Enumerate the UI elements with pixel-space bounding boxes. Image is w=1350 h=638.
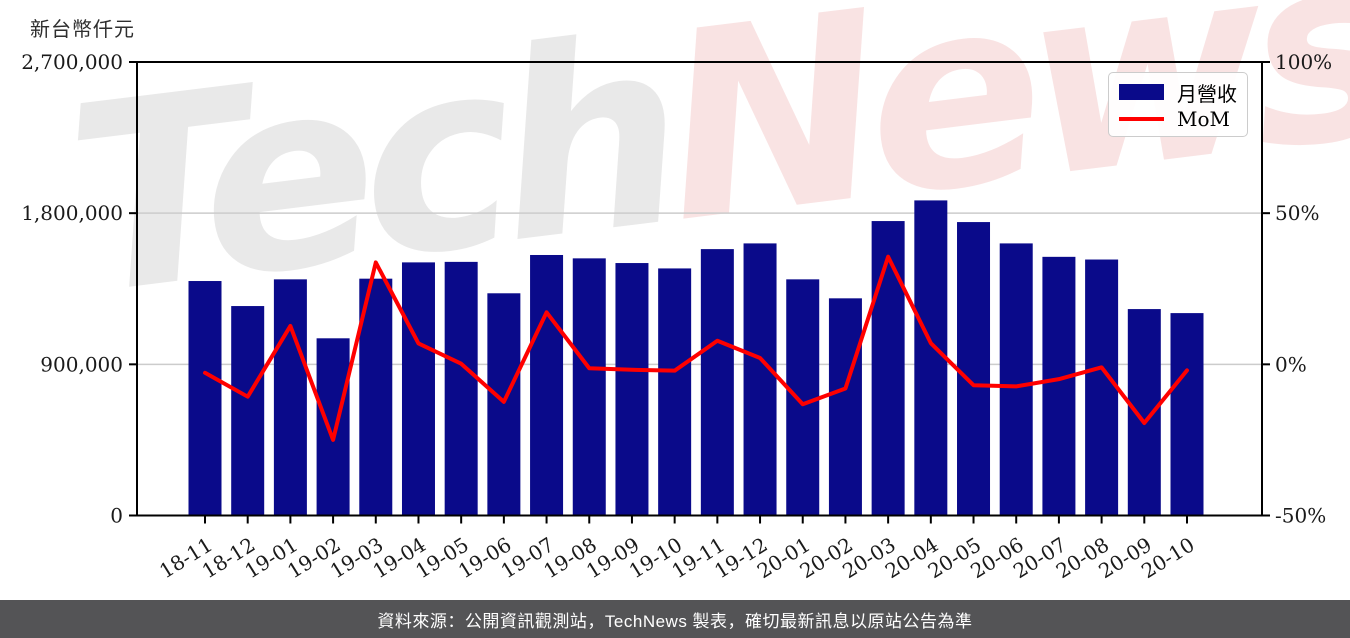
right-tick-label: 100% (1275, 50, 1332, 74)
revenue-bar (487, 293, 521, 516)
left-tick-label: 0 (110, 504, 123, 528)
mom-line (203, 254, 1189, 442)
revenue-bar (658, 268, 692, 516)
revenue-bar (828, 298, 862, 516)
revenue-bar (914, 200, 948, 516)
legend-item-revenue: 月營收 (1119, 78, 1237, 107)
left-axis-unit-label: 新台幣仟元 (30, 17, 135, 41)
revenue-bar (188, 281, 222, 516)
left-tick-label: 900,000 (40, 352, 123, 376)
revenue-bar (957, 222, 991, 516)
left-tick-label: 1,800,000 (21, 201, 123, 225)
left-tick-label: 2,700,000 (21, 50, 123, 74)
revenue-mom-chart: 0900,0001,800,0002,700,000-50%0%50%100%1… (21, 50, 1332, 583)
revenue-bar-swatch (1119, 84, 1164, 101)
revenue-bar (444, 261, 478, 516)
legend-revenue-label: 月營收 (1177, 81, 1237, 106)
revenue-bar (572, 258, 606, 516)
revenue-bar (1085, 259, 1119, 516)
revenue-bar (871, 221, 905, 516)
revenue-bar (401, 262, 435, 516)
chart-legend: 月營收 MoM (1108, 72, 1248, 137)
revenue-bar (359, 278, 393, 516)
revenue-bar (273, 279, 307, 516)
revenue-bar (316, 338, 350, 516)
footer-source-text: 資料來源：公開資訊觀測站，TechNews 製表，確切最新訊息以原站公告為準 (377, 611, 973, 631)
revenue-bar (999, 243, 1033, 516)
footer-bar: 資料來源：公開資訊觀測站，TechNews 製表，確切最新訊息以原站公告為準 (0, 600, 1350, 638)
revenue-bar (743, 243, 777, 516)
revenue-bar (1170, 313, 1204, 516)
plot-border (136, 61, 1263, 517)
revenue-bar (231, 306, 265, 516)
revenue-bar (530, 254, 564, 516)
legend-mom-label: MoM (1177, 107, 1230, 132)
revenue-bar (615, 263, 649, 516)
mom-line-swatch (1119, 117, 1164, 122)
revenue-bar (786, 279, 820, 516)
revenue-bar (1042, 256, 1076, 516)
revenue-bar (700, 249, 734, 516)
right-tick-label: -50% (1275, 504, 1326, 528)
legend-item-mom: MoM (1119, 107, 1237, 131)
revenue-bar (1127, 309, 1161, 516)
right-tick-label: 50% (1275, 201, 1319, 225)
right-tick-label: 0% (1275, 352, 1307, 376)
